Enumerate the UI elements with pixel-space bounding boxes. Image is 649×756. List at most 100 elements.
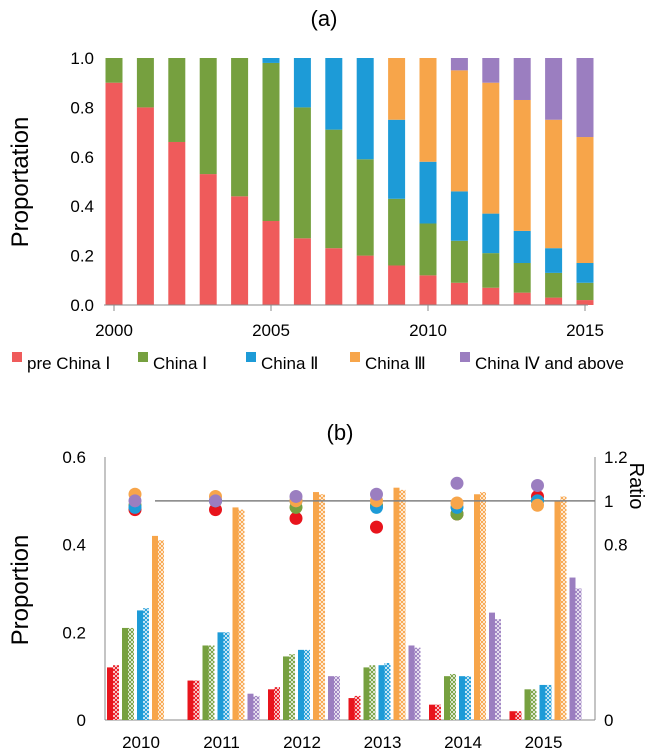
panel-a-bar-segment: [513, 230, 531, 264]
panel-a-bar-segment: [419, 161, 437, 224]
panel-b-y-tick-label: 0.4: [62, 536, 86, 555]
panel-a-bar-segment: [513, 58, 531, 100]
panel-a-y-tick-label: 0.2: [70, 247, 94, 266]
panel-a-y-tick-label: 1.0: [70, 49, 94, 68]
panel-b-ratio-point: [450, 496, 464, 510]
panel-b-hatched-bar: [399, 489, 406, 720]
panel-a-bar-segment: [576, 137, 594, 264]
panel-b-x-tick-label: 2014: [444, 733, 482, 752]
panel-b-bars: [107, 487, 582, 720]
panel-a-bar-segment: [513, 263, 531, 293]
panel-a-bar-segment: [168, 141, 186, 305]
panel-b-solid-bar: [187, 680, 194, 720]
panel-b-hatched-bar: [545, 684, 552, 720]
panel-a-bar-segment: [388, 58, 406, 120]
panel-b-hatched-bar: [223, 632, 230, 720]
panel-b-y2-tick-label: 1.2: [604, 448, 628, 467]
panel-b-hatched-bar: [495, 619, 501, 720]
panel-a-y-tick-label: 0.0: [70, 296, 94, 315]
panel-b-solid-bar: [459, 676, 465, 720]
panel-b-solid-bar: [202, 645, 209, 720]
panel-b-solid-bar: [137, 610, 143, 720]
panel-b-ratio-point: [370, 487, 383, 501]
panel-b-label: (b): [327, 420, 354, 445]
panel-b-solid-bar: [217, 632, 224, 720]
panel-a-label: (a): [311, 6, 338, 31]
panel-a-bar-segment: [388, 265, 406, 305]
panel-a-x-tick-label: 2000: [95, 321, 133, 340]
panel-a-bar-segment: [450, 282, 468, 305]
panel-a-bar-segment: [293, 58, 311, 108]
panel-a-bar-segment: [325, 248, 343, 305]
panel-a-bar-segment: [545, 272, 563, 298]
panel-a-y-ticks: 0.0 0.2 0.4 0.6 0.8 1.0: [70, 49, 94, 315]
panel-b: (b) Proportion Ratio 0 0.2 0.4 0.6 0 0.8 1 1.2…: [7, 420, 647, 752]
panel-a-bar-segment: [419, 223, 437, 276]
panel-a-bar-segment: [545, 248, 563, 273]
panel-b-y-ticks: 0 0.2 0.4 0.6: [62, 448, 86, 730]
panel-a-legend-label: pre China Ⅰ: [27, 354, 110, 373]
panel-b-solid-bar: [247, 693, 254, 720]
panel-a-legend-swatch: [460, 352, 470, 362]
panel-a-legend-swatch: [12, 352, 22, 362]
panel-b-ratio-point: [370, 520, 383, 534]
panel-a-bar-segment: [388, 119, 406, 199]
panel-b-hatched-bar: [253, 695, 260, 720]
panel-b-x-ticks: 2010 2011 2012 2013 2014 2015: [122, 733, 562, 752]
panel-b-ratio-point: [128, 494, 142, 508]
panel-a-bar-segment: [356, 159, 374, 256]
panel-b-solid-bar: [444, 676, 450, 720]
panel-a-bar-segment: [419, 58, 437, 162]
panel-a-bar-segment: [136, 107, 154, 306]
panel-b-ratio-points: [128, 476, 544, 534]
panel-b-solid-bar: [378, 665, 385, 720]
panel-b-y-tick-label: 0.2: [62, 623, 86, 642]
panel-a-y-tick-label: 0.8: [70, 98, 94, 117]
panel-a-x-tick-label: 2010: [409, 321, 447, 340]
panel-b-hatched-bar: [158, 540, 164, 720]
panel-b-solid-bar: [298, 649, 304, 720]
panel-b-ratio-point: [209, 494, 222, 508]
panel-b-y2label: Ratio: [625, 463, 647, 510]
panel-b-y2-tick-label: 0: [604, 711, 613, 730]
panel-a-legend-label: China Ⅱ: [261, 354, 319, 373]
panel-a-x-tick-label: 2005: [252, 321, 290, 340]
panel-a-legend-label: China Ⅳ and above: [475, 354, 624, 373]
panel-b-hatched-bar: [304, 649, 310, 720]
panel-a-bar-segment: [325, 58, 343, 130]
panel-b-ylabel: Proportion: [7, 535, 34, 646]
panel-a-bar-segment: [262, 62, 280, 222]
panel-b-hatched-bar: [575, 588, 582, 720]
panel-a-bar-segment: [388, 198, 406, 266]
panel-a-y-tick-label: 0.6: [70, 148, 94, 167]
panel-b-hatched-bar: [113, 665, 119, 720]
panel-a-bar-segment: [576, 58, 594, 138]
panel-a-bar-segment: [545, 119, 563, 249]
panel-b-hatched-bar: [208, 645, 215, 720]
panel-a-x-tick-label: 2015: [566, 321, 604, 340]
panel-a-bar-segment: [231, 196, 249, 305]
panel-b-ratio-point: [289, 511, 303, 525]
panel-b-hatched-bar: [238, 509, 245, 720]
panel-a-bar-segment: [293, 107, 311, 239]
panel-b-hatched-bar: [354, 695, 361, 720]
panel-a-y-tick-label: 0.4: [70, 197, 94, 216]
panel-a-bar-segment: [545, 297, 563, 305]
panel-b-solid-bar: [539, 684, 546, 720]
panel-b-ratio-point: [289, 489, 303, 503]
panel-b-hatched-bar: [435, 704, 441, 720]
panel-b-hatched-bar: [414, 647, 421, 720]
panel-b-x-tick-label: 2011: [203, 733, 240, 752]
panel-a-bar-segment: [482, 213, 500, 254]
panel-a-legend-swatch: [138, 352, 148, 362]
panel-b-x-tick-label: 2010: [122, 733, 160, 752]
panel-a-legend-label: China Ⅲ: [365, 354, 426, 373]
panel-b-ratio-point: [531, 498, 544, 512]
panel-b-solid-bar: [509, 711, 516, 720]
panel-b-y-tick-label: 0.6: [62, 448, 86, 467]
panel-a-bar-segment: [136, 58, 154, 108]
panel-b-hatched-bar: [274, 687, 280, 720]
panel-a-bar-segment: [105, 58, 123, 83]
panel-b-solid-bar: [328, 676, 334, 720]
panel-b-y-tick-label: 0: [77, 711, 86, 730]
